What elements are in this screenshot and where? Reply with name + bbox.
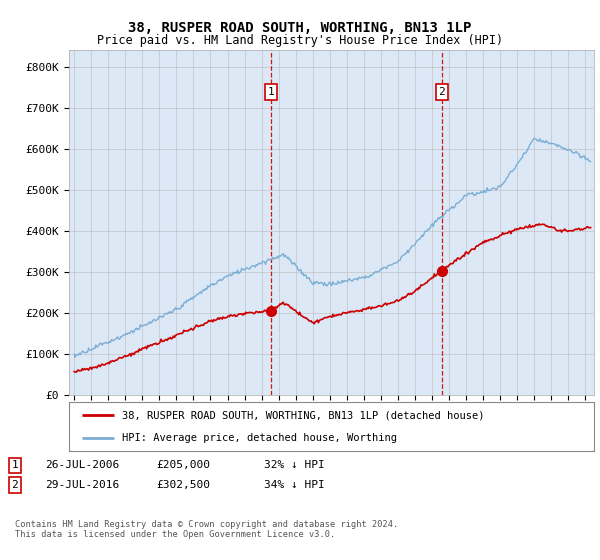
- Text: 26-JUL-2006: 26-JUL-2006: [45, 460, 119, 470]
- Text: £302,500: £302,500: [156, 480, 210, 490]
- Text: Price paid vs. HM Land Registry's House Price Index (HPI): Price paid vs. HM Land Registry's House …: [97, 34, 503, 46]
- Text: £205,000: £205,000: [156, 460, 210, 470]
- Text: Contains HM Land Registry data © Crown copyright and database right 2024.
This d: Contains HM Land Registry data © Crown c…: [15, 520, 398, 539]
- Text: 2: 2: [11, 480, 19, 490]
- Text: 2: 2: [439, 87, 445, 97]
- Text: 34% ↓ HPI: 34% ↓ HPI: [264, 480, 325, 490]
- Text: HPI: Average price, detached house, Worthing: HPI: Average price, detached house, Wort…: [121, 433, 397, 444]
- Text: 1: 1: [11, 460, 19, 470]
- Text: 29-JUL-2016: 29-JUL-2016: [45, 480, 119, 490]
- Text: 38, RUSPER ROAD SOUTH, WORTHING, BN13 1LP: 38, RUSPER ROAD SOUTH, WORTHING, BN13 1L…: [128, 21, 472, 35]
- Text: 38, RUSPER ROAD SOUTH, WORTHING, BN13 1LP (detached house): 38, RUSPER ROAD SOUTH, WORTHING, BN13 1L…: [121, 410, 484, 421]
- Text: 32% ↓ HPI: 32% ↓ HPI: [264, 460, 325, 470]
- Text: 1: 1: [268, 87, 275, 97]
